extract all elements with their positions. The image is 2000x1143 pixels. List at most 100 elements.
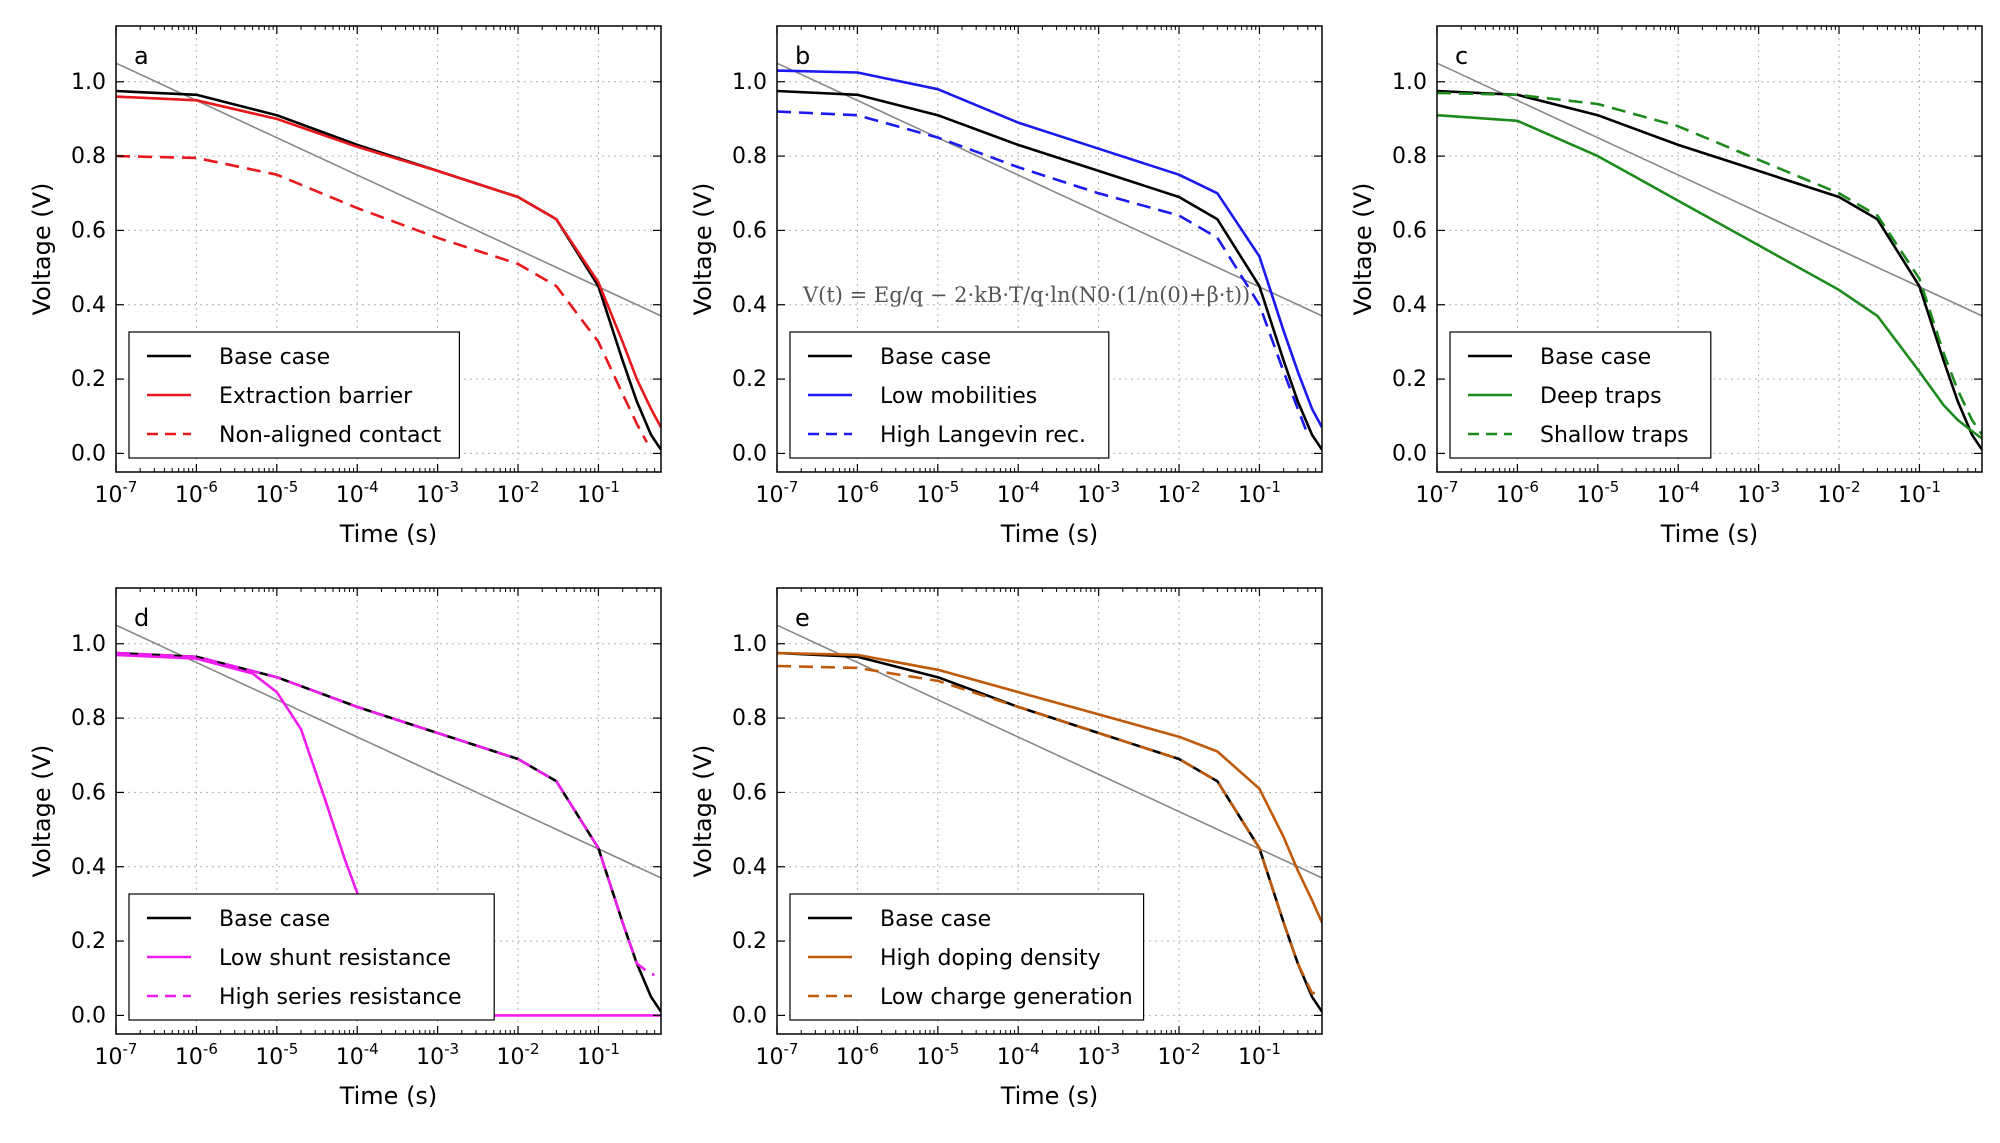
- legend: Base case Low mobilities High Langevin rec…: [789, 331, 1110, 459]
- series-line-base-case: [777, 89, 1322, 451]
- y-tick-label: 0.4: [1392, 293, 1427, 318]
- x-tick-label: 10-2: [497, 478, 540, 508]
- panel-a: 10-7 10-6 10-5 10-4 10-3 10-2 10-1 0.0 0.2 0.4 0.6…: [28, 25, 662, 548]
- reference-line: [777, 624, 1322, 879]
- legend-label: Base case: [219, 345, 330, 370]
- y-tick-label: 0.4: [71, 293, 106, 318]
- legend: Base case Low shunt resistance High series…: [128, 893, 495, 1021]
- y-tick-label: 0.2: [1392, 367, 1427, 392]
- panel-d: 10-7 10-6 10-5 10-4 10-3 10-2 10-1 0.0 0.2 0.4 0.6…: [28, 587, 662, 1110]
- x-tick-label: 10-7: [95, 1040, 138, 1070]
- x-tick-label: 10-3: [1077, 478, 1120, 508]
- legend-label: Low mobilities: [880, 384, 1037, 409]
- x-tick-label: 10-3: [1737, 478, 1780, 508]
- y-tick-label: 1.0: [1392, 70, 1427, 95]
- legend-label: Shallow traps: [1540, 423, 1689, 448]
- x-axis-label: Time (s): [339, 1082, 438, 1110]
- x-tick-label: 10-5: [1576, 478, 1619, 508]
- legend-label: Deep traps: [1540, 384, 1662, 409]
- series-line-base-case: [1437, 89, 1982, 451]
- x-tick-label: 10-1: [1898, 478, 1941, 508]
- y-tick-label: 0.8: [71, 706, 106, 731]
- series-line-high-series-resistance: [116, 651, 655, 976]
- series-line-shallow-traps: [1437, 91, 1982, 436]
- legend-label: High series resistance: [219, 985, 462, 1010]
- x-tick-label: 10-1: [1238, 1040, 1281, 1070]
- x-tick-label: 10-7: [756, 1040, 799, 1070]
- panel-label: d: [134, 604, 149, 632]
- y-tick-label: 0.0: [71, 441, 106, 466]
- y-tick-label: 1.0: [732, 70, 767, 95]
- x-tick-label: 10-6: [175, 1040, 218, 1070]
- series-line-high-doping-density: [777, 651, 1322, 924]
- legend-label: Base case: [880, 345, 991, 370]
- x-tick-label: 10-2: [1158, 478, 1201, 508]
- panel-label: a: [134, 42, 149, 70]
- series-line-low-mobilities: [777, 69, 1322, 429]
- axes-frame: [776, 25, 1323, 473]
- y-axis-label: Voltage (V): [28, 745, 56, 878]
- legend-label: Non-aligned contact: [219, 423, 442, 448]
- axes-frame: [115, 587, 662, 1035]
- reference-line: [116, 624, 661, 879]
- panel-label: e: [795, 604, 810, 632]
- x-tick-label: 10-7: [756, 478, 799, 508]
- x-tick-label: 10-4: [997, 1040, 1040, 1070]
- y-tick-label: 1.0: [71, 70, 106, 95]
- y-tick-label: 0.8: [71, 144, 106, 169]
- panel-label: b: [795, 42, 810, 70]
- x-tick-label: 10-5: [255, 1040, 298, 1070]
- x-tick-label: 10-7: [1416, 478, 1459, 508]
- y-tick-label: 0.6: [732, 218, 767, 243]
- x-tick-label: 10-3: [416, 1040, 459, 1070]
- y-tick-label: 0.8: [732, 144, 767, 169]
- x-tick-label: 10-1: [577, 1040, 620, 1070]
- x-tick-label: 10-7: [95, 478, 138, 508]
- x-tick-label: 10-6: [836, 1040, 879, 1070]
- legend-label: Low shunt resistance: [219, 946, 451, 971]
- y-tick-label: 1.0: [732, 632, 767, 657]
- y-tick-label: 0.6: [71, 218, 106, 243]
- y-tick-label: 1.0: [71, 632, 106, 657]
- legend-label: High Langevin rec.: [880, 423, 1086, 448]
- y-tick-label: 0.4: [71, 855, 106, 880]
- x-tick-label: 10-2: [1158, 1040, 1201, 1070]
- legend: Base case Extraction barrier Non-aligned c…: [128, 331, 460, 459]
- panel-label: c: [1455, 42, 1468, 70]
- y-tick-label: 0.6: [71, 780, 106, 805]
- y-axis-label: Voltage (V): [1349, 183, 1377, 316]
- x-tick-label: 10-3: [416, 478, 459, 508]
- axes-frame: [115, 25, 662, 473]
- x-axis-label: Time (s): [339, 520, 438, 548]
- x-tick-label: 10-1: [577, 478, 620, 508]
- x-axis-label: Time (s): [1660, 520, 1759, 548]
- x-axis-label: Time (s): [1000, 520, 1099, 548]
- reference-line: [777, 62, 1322, 317]
- x-tick-label: 10-4: [1657, 478, 1700, 508]
- x-tick-label: 10-6: [175, 478, 218, 508]
- y-tick-label: 0.0: [732, 1003, 767, 1028]
- axes-frame: [1436, 25, 1983, 473]
- x-tick-label: 10-1: [1238, 478, 1281, 508]
- y-tick-label: 0.2: [732, 367, 767, 392]
- x-tick-label: 10-6: [1496, 478, 1539, 508]
- panel-c: 10-7 10-6 10-5 10-4 10-3 10-2 10-1 0.0 0.2 0.4 0.6…: [1349, 25, 1983, 548]
- x-tick-label: 10-5: [916, 1040, 959, 1070]
- reference-line: [116, 62, 661, 317]
- x-tick-label: 10-5: [916, 478, 959, 508]
- legend-label: High doping density: [880, 946, 1101, 971]
- x-tick-label: 10-2: [1818, 478, 1861, 508]
- y-tick-label: 0.0: [732, 441, 767, 466]
- x-tick-label: 10-6: [836, 478, 879, 508]
- y-tick-label: 0.0: [1392, 441, 1427, 466]
- series-line-low-shunt-resistance: [116, 653, 661, 1017]
- axes-frame: [776, 587, 1323, 1035]
- y-axis-label: Voltage (V): [689, 183, 717, 316]
- x-tick-label: 10-3: [1077, 1040, 1120, 1070]
- legend: Base case High doping density Low charge g…: [789, 893, 1145, 1021]
- legend-label: Base case: [880, 907, 991, 932]
- panel-b: 10-7 10-6 10-5 10-4 10-3 10-2 10-1 0.0 0.2 0.4 0.6…: [689, 25, 1323, 548]
- x-tick-label: 10-4: [336, 478, 379, 508]
- legend: Base case Deep traps Shallow traps: [1449, 331, 1712, 459]
